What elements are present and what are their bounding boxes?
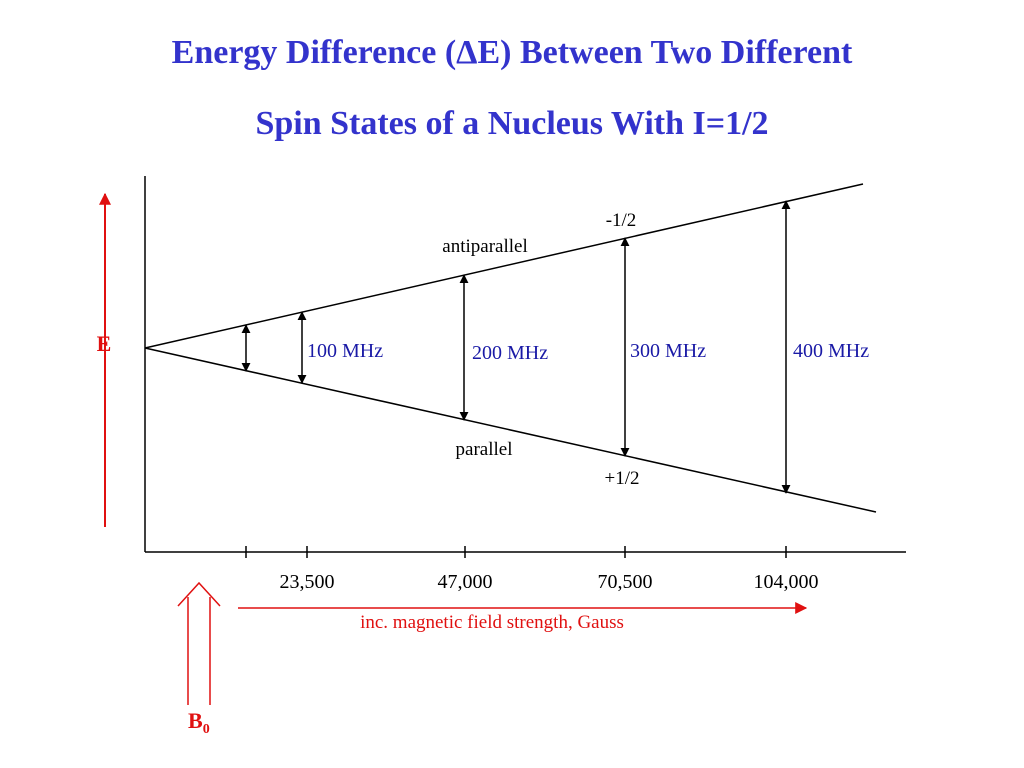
x-tick-label: 47,000 [438, 571, 493, 593]
x-tick-label: 23,500 [280, 571, 335, 593]
field-strength-label: inc. magnetic field strength, Gauss [360, 612, 624, 633]
title-line-1: Energy Difference (ΔE) Between Two Diffe… [171, 34, 853, 71]
frequency-label-200mhz: 200 MHz [472, 342, 548, 364]
x-tick-label: 70,500 [598, 571, 653, 593]
parallel-label: parallel [456, 439, 513, 460]
frequency-label-300mhz: 300 MHz [630, 340, 706, 362]
frequency-label-100mhz: 100 MHz [307, 340, 383, 362]
title-line-2: Spin States of a Nucleus With I=1/2 [255, 105, 769, 142]
x-tick-label: 104,000 [754, 571, 819, 593]
energy-axis-label: E [97, 331, 112, 356]
antiparallel-label: antiparallel [442, 236, 527, 257]
frequency-label-400mhz: 400 MHz [793, 340, 869, 362]
upper-spin-label: -1/2 [606, 210, 637, 231]
parallel-energy-line [144, 347, 877, 513]
antiparallel-energy-line [144, 183, 864, 349]
b0-label: B0 [188, 708, 210, 737]
b0-arrow [177, 581, 221, 705]
lower-spin-label: +1/2 [605, 468, 640, 489]
